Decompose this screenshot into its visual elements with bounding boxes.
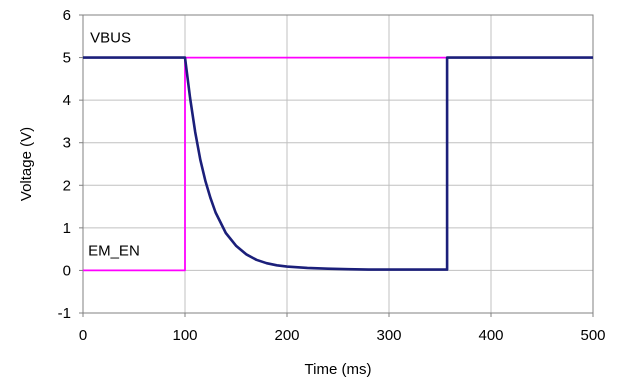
annotation-label: VBUS <box>90 30 131 47</box>
y-tick-label: 0 <box>63 262 71 279</box>
x-tick-label: 0 <box>79 327 87 344</box>
series-line-em-en <box>83 56 593 272</box>
annotations: VBUS EM_EN <box>88 30 140 260</box>
series-line-vbus <box>83 56 593 271</box>
x-tick-label: 200 <box>274 327 299 344</box>
x-tick-label: 400 <box>478 327 503 344</box>
y-tick-label: -1 <box>58 305 71 322</box>
x-axis-title: Time (ms) <box>305 361 372 378</box>
x-tick-label: 300 <box>376 327 401 344</box>
annotation-label: EM_EN <box>88 243 140 260</box>
x-tick-label: 100 <box>172 327 197 344</box>
y-tick-label: 5 <box>63 50 71 67</box>
series-layer <box>83 56 593 272</box>
y-axis-title: Voltage (V) <box>18 127 35 201</box>
y-tick-label: 3 <box>63 135 71 152</box>
y-tick-label: 6 <box>63 7 71 24</box>
y-tick-label: 1 <box>63 220 71 237</box>
y-tick-label: 2 <box>63 177 71 194</box>
tick-labels: 0 100 200 300 400 500 -1 0 1 2 3 4 5 6 <box>58 7 606 344</box>
plot-area-border <box>82 14 594 314</box>
y-tick-label: 4 <box>63 92 71 109</box>
x-tick-label: 500 <box>580 327 605 344</box>
